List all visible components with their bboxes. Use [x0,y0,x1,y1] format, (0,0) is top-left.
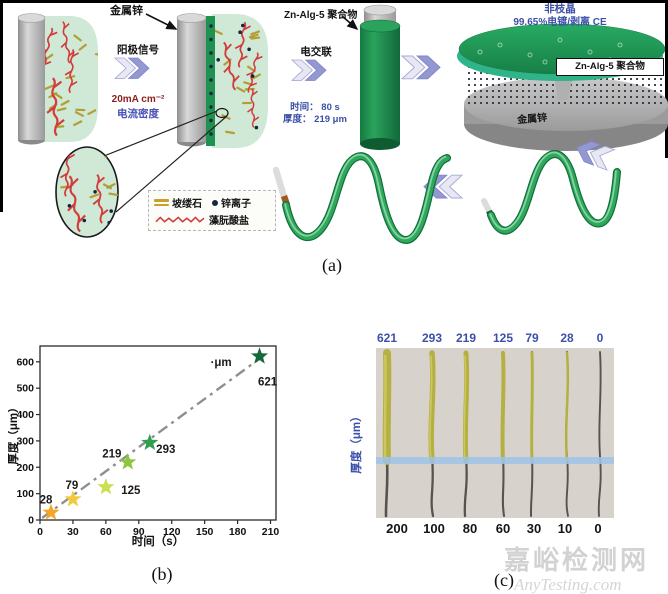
magnifier [55,110,228,238]
legend-item-alginate: 藻朊酸盐 [154,212,249,227]
svg-text:293: 293 [422,331,442,345]
svg-text:200: 200 [386,521,408,536]
panel-a: 金属锌 阳极信号 20mA cm⁻² 电流密度 Zn-Alg-5 聚合物 电交联… [17,3,668,275]
panel-b-label: (b) [151,564,173,584]
svg-text:100: 100 [16,488,34,500]
electro-crosslink-label: 电交联 [300,46,332,58]
bare-electrode-gel [17,13,98,145]
svg-text:10: 10 [558,521,572,536]
frame-right [665,0,668,158]
frame-left [0,0,3,212]
svg-text:60: 60 [100,526,112,538]
thickness-value: 厚度： 219 μm [283,114,347,125]
coulombic-efficiency-label: 99.65%电镀/剥离 CE [513,17,607,28]
disc-illustration [457,23,668,151]
svg-text:0: 0 [597,331,604,345]
svg-text:125: 125 [121,485,141,497]
coated-wire-cylinder [359,4,401,150]
coating-electrode-gel [176,13,268,148]
svg-text:600: 600 [16,356,34,368]
svg-text:293: 293 [156,444,175,456]
svg-text:·μm: ·μm [211,357,232,369]
frame-top [0,0,668,3]
wavy-wire-middle [272,152,451,245]
svg-text:150: 150 [196,526,214,538]
disc-polymer-label: Zn-Alg-5 聚合物 [556,58,664,76]
svg-text:厚度（μm）: 厚度（μm） [8,401,20,464]
svg-text:60: 60 [496,521,510,536]
time-value: 时间： 80 s [290,102,340,113]
svg-text:79: 79 [525,331,539,345]
panel-c: 厚度（μm） 621 200 293 100 219 80 125 60 79 30 28 10 0 0 … [340,330,668,594]
wavy-wire-right [481,150,621,235]
zinc-ion-icon [212,199,218,206]
svg-text:219: 219 [102,448,121,460]
svg-text:80: 80 [463,521,477,536]
non-dendrite-label: 非枝晶 [544,3,576,15]
svg-text:0: 0 [594,521,601,536]
svg-text:90: 90 [133,526,145,538]
polymer-callout-label: Zn-Alg-5 聚合物 [284,10,358,21]
thickness-vs-time-chart: 0 30 60 90 120 150 180 210 0 100 200 300 400 500 600 28… [6,345,280,548]
legend-label-palygorskite: 坡缕石 [172,199,202,210]
arrow-right-3 [401,55,441,80]
metal-zinc-label: 金属锌 [110,5,143,17]
process-illustration [17,4,668,245]
svg-text:28: 28 [560,331,574,345]
alginate-icon [155,215,205,223]
zinc-ion-dots [209,24,213,136]
svg-text:0: 0 [37,526,43,538]
svg-text:时间（s）: 时间（s） [132,534,184,548]
anode-signal-label: 阳极信号 [117,44,159,56]
svg-text:219: 219 [456,331,476,345]
palygorskite-icon [154,199,169,206]
panel-c-label: (c) [494,570,514,590]
legend-label-zinc-ion: 锌离子 [221,199,251,210]
svg-text:120: 120 [163,526,181,538]
material-legend: 坡缕石 锌离子 藻朊酸盐 [148,190,276,231]
legend-item-zinc-ion: 锌离子 [212,195,251,210]
svg-text:180: 180 [229,526,247,538]
svg-text:30: 30 [67,526,79,538]
legend-item-palygorskite: 坡缕石 [154,195,202,210]
panel-b: 0 30 60 90 120 150 180 210 0 100 200 300 400 500 600 28… [6,332,316,592]
metal-zinc-arrow [145,13,178,30]
svg-text:200: 200 [16,462,34,474]
svg-text:210: 210 [262,526,280,538]
svg-text:400: 400 [16,409,34,421]
current-density-label: 电流密度 [117,108,159,120]
arrow-right-1 [114,57,150,79]
svg-text:79: 79 [66,480,79,492]
polymer-arrow [341,15,359,31]
panel-c-ylabel: 厚度（μm） [351,410,363,474]
svg-text:300: 300 [16,435,34,447]
svg-text:621: 621 [258,376,278,388]
svg-text:100: 100 [423,521,445,536]
svg-text:125: 125 [493,331,513,345]
arrow-right-2 [291,59,327,81]
legend-label-alginate: 藻朊酸盐 [209,216,249,227]
svg-text:621: 621 [377,331,397,345]
svg-text:28: 28 [40,495,53,507]
svg-text:30: 30 [527,521,541,536]
svg-text:0: 0 [28,515,34,527]
panel-a-label: (a) [322,255,342,275]
current-density-value: 20mA cm⁻² [111,94,165,105]
svg-text:500: 500 [16,383,34,395]
